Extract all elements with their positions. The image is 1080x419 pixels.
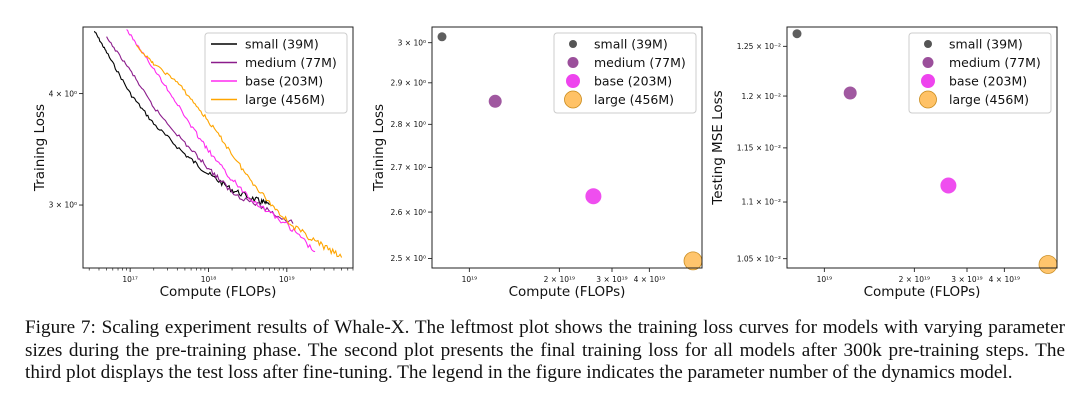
x-tick-label: 10¹⁷ bbox=[122, 275, 138, 284]
legend: small (39M) medium (77M) base (203M) large … bbox=[204, 32, 348, 114]
data-point-large bbox=[683, 251, 703, 271]
y-tick-label: 1.1 × 10⁻² bbox=[742, 198, 782, 207]
figure-caption: Figure 7: Scaling experiment results of … bbox=[25, 317, 1065, 384]
legend-box bbox=[204, 32, 348, 114]
x-axis-label: Compute (FLOPs) bbox=[160, 284, 277, 300]
chart-panel-3: 10¹⁹ 2 × 10¹⁹ 3 × 10¹⁹ 4 × 10¹⁹ 1.25 × 10⁻² 1… bbox=[710, 26, 1058, 300]
x-tick-label: 2 × 10¹⁹ bbox=[544, 275, 575, 284]
legend-label: small (39M) bbox=[949, 37, 1023, 52]
y-tick-label: 2.5 × 10⁰ bbox=[390, 254, 426, 263]
x-tick-label: 2 × 10¹⁹ bbox=[899, 275, 930, 284]
x-axis-label: Compute (FLOPs) bbox=[509, 284, 626, 300]
y-tick-label: 1.15 × 10⁻² bbox=[737, 144, 781, 153]
y-tick-label: 2.8 × 10⁰ bbox=[390, 120, 426, 129]
x-axis-label: Compute (FLOPs) bbox=[864, 284, 981, 300]
legend-label: medium (77M) bbox=[949, 55, 1041, 70]
y-tick-label: 3 × 10⁰ bbox=[398, 38, 426, 47]
data-point-base bbox=[585, 188, 602, 205]
series-line-base bbox=[126, 29, 316, 253]
legend-label: base (203M) bbox=[245, 74, 323, 89]
legend-swatch bbox=[566, 74, 580, 88]
data-point-small bbox=[792, 29, 802, 39]
y-axis-label: Training Loss bbox=[371, 104, 387, 192]
legend-swatch bbox=[924, 40, 932, 48]
axes-frame bbox=[82, 26, 354, 269]
legend-swatch bbox=[564, 90, 582, 109]
data-point-medium bbox=[488, 94, 502, 108]
axes-frame bbox=[431, 26, 703, 269]
legend-box bbox=[908, 32, 1052, 114]
y-tick-label: 2.7 × 10⁰ bbox=[390, 163, 426, 172]
legend-box bbox=[553, 32, 697, 114]
legend-label: medium (77M) bbox=[594, 55, 686, 70]
y-tick-label: 3 × 10⁰ bbox=[49, 201, 77, 210]
legend-swatch bbox=[922, 57, 934, 68]
data-point-small bbox=[437, 32, 447, 42]
series-line-medium bbox=[106, 36, 294, 224]
y-axis-label: Training Loss bbox=[32, 104, 48, 192]
legend-label: small (39M) bbox=[245, 37, 319, 52]
legend: small (39M) medium (77M) base (203M) large … bbox=[908, 32, 1052, 114]
y-axis-label: Testing MSE Loss bbox=[710, 90, 726, 205]
data-point-base bbox=[940, 177, 957, 194]
legend-label: large (456M) bbox=[245, 92, 325, 107]
x-tick-label: 10¹⁹ bbox=[817, 275, 833, 284]
legend-label: large (456M) bbox=[949, 92, 1029, 107]
y-tick-label: 1.25 × 10⁻² bbox=[737, 42, 781, 51]
x-tick-label: 10¹⁹ bbox=[462, 275, 478, 284]
figure-panels: 10¹⁷ 10¹⁸ 10¹⁹ 4 × 10⁰ 3 × 10⁰ Compute (FLOPs… bbox=[32, 26, 1058, 300]
legend-label: large (456M) bbox=[594, 92, 674, 107]
legend-label: small (39M) bbox=[594, 37, 668, 52]
legend-label: base (203M) bbox=[949, 74, 1027, 89]
legend-label: medium (77M) bbox=[245, 55, 337, 70]
y-tick-label: 1.2 × 10⁻² bbox=[742, 92, 782, 101]
x-tick-label: 10¹⁸ bbox=[201, 275, 217, 284]
x-tick-label: 4 × 10¹⁹ bbox=[634, 275, 665, 284]
x-tick-label: 10¹⁹ bbox=[279, 275, 295, 284]
chart-panel-2: 10¹⁹ 2 × 10¹⁹ 3 × 10¹⁹ 4 × 10¹⁹ 3 × 10⁰ 2.9 ×… bbox=[371, 26, 703, 300]
series-line-large bbox=[135, 44, 343, 258]
legend-label: base (203M) bbox=[594, 74, 672, 89]
x-tick-label: 4 × 10¹⁹ bbox=[989, 275, 1020, 284]
y-tick-label: 1.05 × 10⁻² bbox=[737, 254, 781, 263]
legend: small (39M) medium (77M) base (203M) large … bbox=[553, 32, 697, 114]
legend-swatch bbox=[921, 74, 935, 88]
y-tick-label: 4 × 10⁰ bbox=[49, 89, 77, 98]
data-point-large bbox=[1038, 255, 1058, 274]
y-tick-label: 2.9 × 10⁰ bbox=[390, 79, 426, 88]
chart-panel-1: 10¹⁷ 10¹⁸ 10¹⁹ 4 × 10⁰ 3 × 10⁰ Compute (FLOPs… bbox=[32, 26, 354, 300]
data-point-medium bbox=[843, 86, 857, 100]
legend-swatch bbox=[567, 57, 579, 68]
x-tick-label: 3 × 10¹⁹ bbox=[596, 275, 627, 284]
legend-swatch bbox=[569, 40, 577, 48]
y-tick-label: 2.6 × 10⁰ bbox=[390, 208, 426, 217]
legend-swatch bbox=[919, 90, 937, 109]
x-tick-label: 3 × 10¹⁹ bbox=[951, 275, 982, 284]
